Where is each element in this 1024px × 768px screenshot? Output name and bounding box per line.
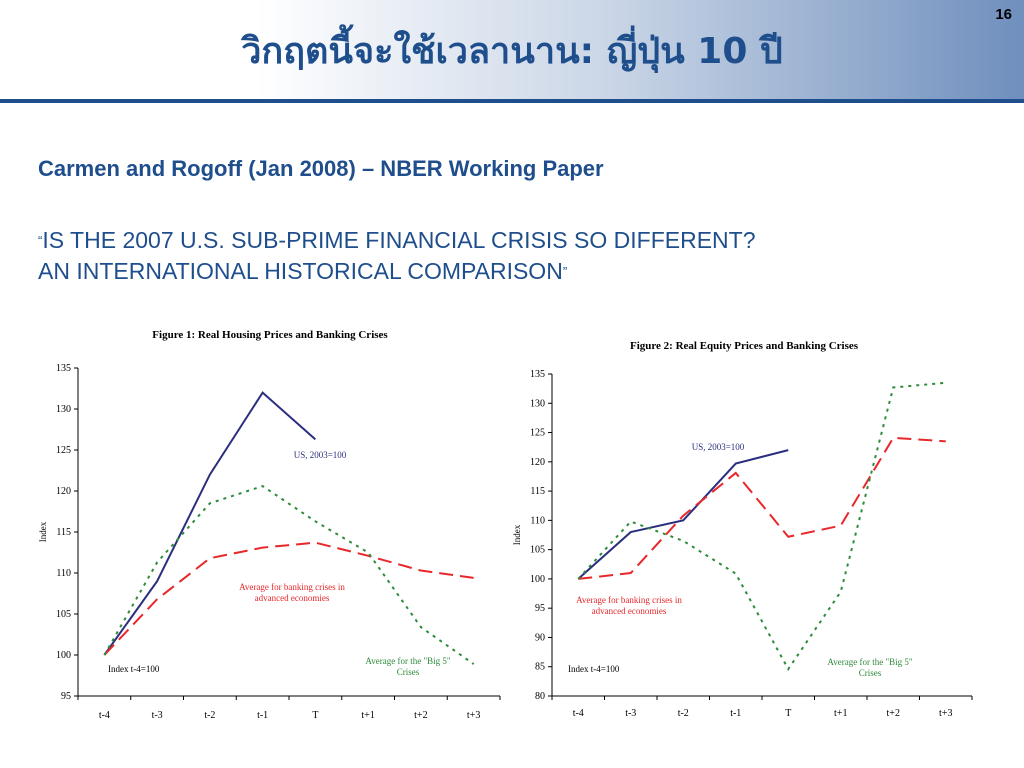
- y-axis-label: Index: [512, 524, 522, 545]
- housing-prices-chart: Figure 1: Real Housing Prices and Bankin…: [38, 329, 501, 721]
- y-tick-label: 90: [535, 632, 545, 643]
- y-tick-label: 105: [56, 609, 71, 620]
- series-line-big-5: [103, 484, 475, 665]
- x-tick-label: T: [785, 708, 791, 719]
- x-tick-label: t+2: [414, 710, 427, 721]
- series-label: Average for the "Big 5" Crises: [365, 656, 450, 677]
- x-tick-label: t+1: [834, 708, 847, 719]
- chart-title: Figure 2: Real Equity Prices and Banking…: [630, 340, 859, 352]
- series-label: Average for banking crises in advanced ec…: [239, 582, 345, 603]
- x-tick-label: t+3: [939, 708, 952, 719]
- series-label-line: Crises: [397, 667, 420, 677]
- equity-prices-chart: Figure 2: Real Equity Prices and Banking…: [512, 340, 973, 719]
- paper-title: “IS THE 2007 U.S. SUB-PRIME FINANCIAL CR…: [38, 225, 998, 287]
- y-tick-label: 80: [535, 691, 545, 702]
- series-label-line: Average for the "Big 5": [827, 657, 912, 667]
- open-quote: “: [38, 233, 43, 248]
- y-tick-label: 110: [530, 515, 545, 526]
- y-tick-label: 100: [530, 574, 545, 585]
- y-axis-label: Index: [38, 521, 48, 542]
- series-line-us: [577, 449, 789, 580]
- x-tick-label: t+3: [467, 710, 480, 721]
- y-tick-label: 125: [56, 445, 71, 456]
- x-tick-label: t-3: [152, 710, 163, 721]
- x-tick-label: t-4: [573, 708, 584, 719]
- index-note: Index t-4=100: [568, 664, 620, 674]
- title-underline: [0, 99, 1024, 103]
- x-tick-label: t+1: [361, 710, 374, 721]
- y-tick-label: 135: [56, 363, 71, 374]
- paper-title-line2: AN INTERNATIONAL HISTORICAL COMPARISON: [38, 258, 563, 284]
- x-tick-label: t-3: [625, 708, 636, 719]
- series-line-advanced-economies: [103, 541, 474, 656]
- series-label: Average for the "Big 5" Crises: [827, 657, 912, 678]
- y-tick-label: 100: [56, 650, 71, 661]
- y-tick-label: 95: [61, 691, 71, 702]
- slide-title: วิกฤตนี้จะใช้เวลานาน: ญี่ปุ่น 10 ปี: [241, 31, 783, 72]
- series-line-us: [103, 391, 317, 656]
- series-label-line: advanced economies: [592, 606, 667, 616]
- series-label-line: Average for banking crises in: [576, 595, 682, 605]
- paper-reference: Carmen and Rogoff (Jan 2008) – NBER Work…: [38, 156, 604, 181]
- series-line-big-5: [577, 381, 946, 671]
- paper-title-line1: IS THE 2007 U.S. SUB-PRIME FINANCIAL CRI…: [42, 227, 756, 253]
- x-tick-label: t-2: [204, 710, 215, 721]
- x-tick-label: T: [312, 710, 318, 721]
- x-tick-label: t-4: [99, 710, 110, 721]
- x-tick-label: t-1: [257, 710, 268, 721]
- x-tick-label: t-2: [678, 708, 689, 719]
- series-label-line: Average for banking crises in: [239, 582, 345, 592]
- y-tick-label: 115: [56, 527, 71, 538]
- y-tick-label: 120: [56, 486, 71, 497]
- series-label-line: advanced economies: [255, 593, 330, 603]
- y-tick-label: 135: [530, 369, 545, 380]
- y-tick-label: 130: [56, 404, 71, 415]
- chart-title: Figure 1: Real Housing Prices and Bankin…: [152, 329, 388, 341]
- series-label-line: Crises: [859, 668, 882, 678]
- series-label: US, 2003=100: [294, 450, 347, 460]
- index-note: Index t-4=100: [108, 664, 160, 674]
- y-tick-label: 95: [535, 603, 545, 614]
- y-tick-label: 115: [530, 486, 545, 497]
- close-quote: ”: [562, 264, 568, 279]
- y-tick-label: 85: [535, 662, 545, 673]
- y-tick-label: 105: [530, 545, 545, 556]
- y-tick-label: 120: [530, 457, 545, 468]
- x-tick-label: t+2: [887, 708, 900, 719]
- series-label-line: Average for the "Big 5": [365, 656, 450, 666]
- title-banner: [0, 0, 1024, 100]
- x-tick-label: t-1: [730, 708, 741, 719]
- series-label: US, 2003=100: [692, 442, 745, 452]
- y-tick-label: 125: [530, 428, 545, 439]
- page-number: 16: [995, 6, 1012, 23]
- series-line-advanced-economies: [578, 436, 946, 580]
- series-label: Average for banking crises in advanced ec…: [576, 595, 682, 616]
- y-tick-label: 110: [56, 568, 71, 579]
- y-tick-label: 130: [530, 398, 545, 409]
